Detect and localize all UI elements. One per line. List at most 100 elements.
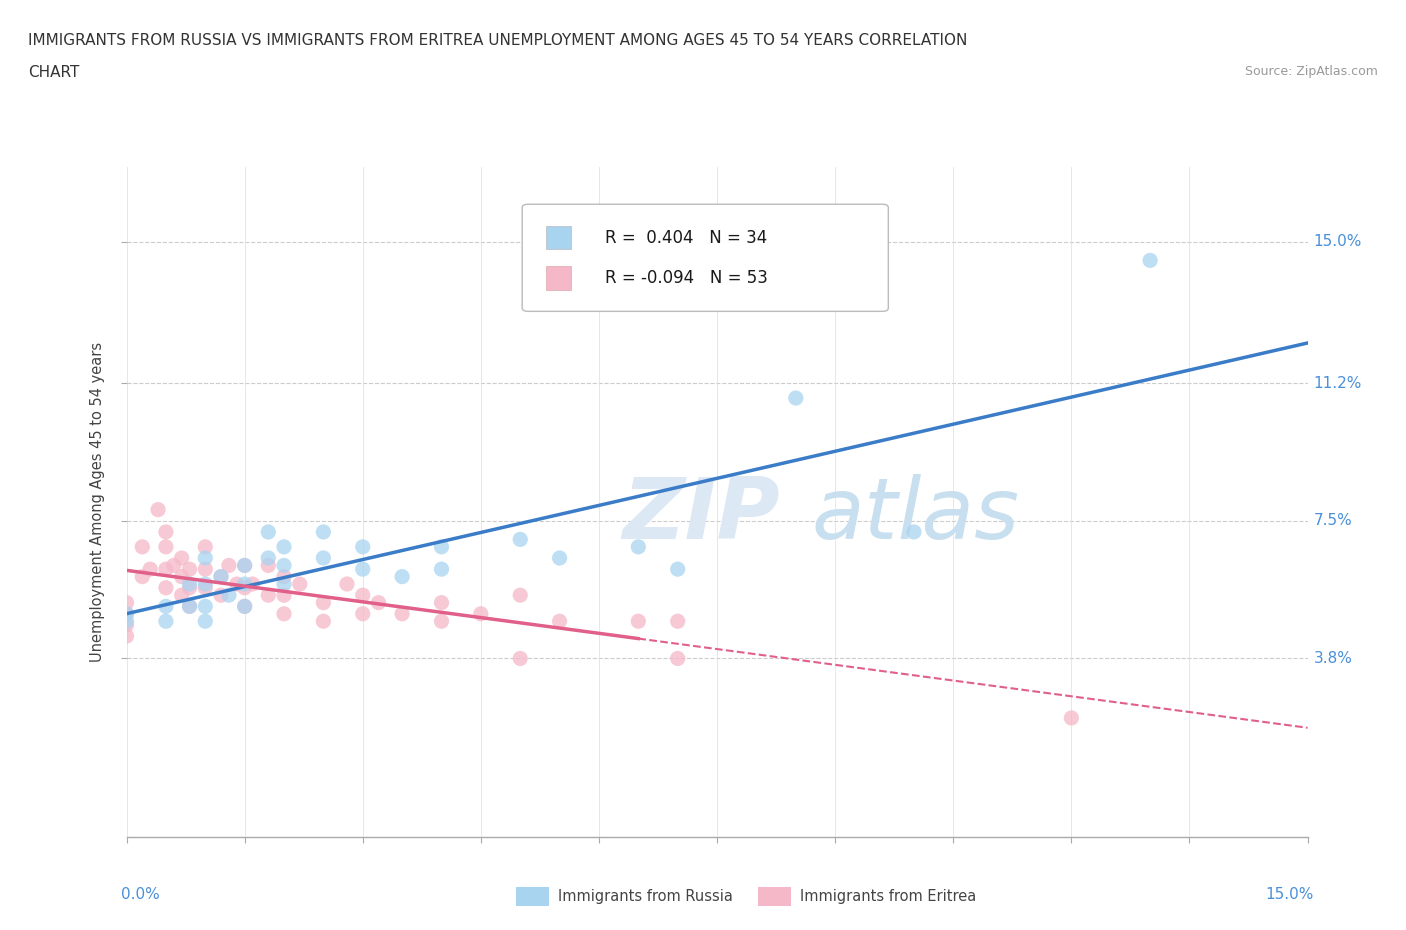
Point	[218, 588, 240, 603]
Text: CHART: CHART	[28, 65, 80, 80]
Point	[352, 606, 374, 621]
Bar	[546, 226, 571, 249]
Point	[155, 580, 177, 595]
Point	[666, 651, 689, 666]
Point	[336, 577, 359, 591]
Point	[509, 651, 531, 666]
Text: 0.0%: 0.0%	[121, 887, 159, 902]
Y-axis label: Unemployment Among Ages 45 to 54 years: Unemployment Among Ages 45 to 54 years	[90, 342, 105, 662]
Point	[155, 539, 177, 554]
Text: Immigrants from Eritrea: Immigrants from Eritrea	[800, 889, 976, 904]
Point	[179, 580, 201, 595]
Point	[367, 595, 389, 610]
Point	[352, 562, 374, 577]
Text: ZIP: ZIP	[623, 474, 780, 557]
Point	[131, 569, 153, 584]
Text: IMMIGRANTS FROM RUSSIA VS IMMIGRANTS FROM ERITREA UNEMPLOYMENT AMONG AGES 45 TO : IMMIGRANTS FROM RUSSIA VS IMMIGRANTS FRO…	[28, 33, 967, 47]
Point	[903, 525, 925, 539]
Point	[312, 614, 335, 629]
Text: Immigrants from Russia: Immigrants from Russia	[558, 889, 733, 904]
Point	[509, 588, 531, 603]
Point	[273, 588, 295, 603]
Point	[1060, 711, 1083, 725]
Point	[194, 599, 217, 614]
Point	[179, 599, 201, 614]
Point	[225, 577, 247, 591]
Point	[391, 569, 413, 584]
Point	[115, 595, 138, 610]
Point	[548, 551, 571, 565]
Point	[627, 614, 650, 629]
Point	[430, 539, 453, 554]
Point	[352, 588, 374, 603]
Text: atlas: atlas	[811, 474, 1019, 557]
Text: R = -0.094   N = 53: R = -0.094 N = 53	[605, 269, 768, 286]
Point	[209, 569, 232, 584]
Point	[273, 569, 295, 584]
Point	[115, 618, 138, 632]
Point	[233, 558, 256, 573]
Point	[257, 551, 280, 565]
Text: Source: ZipAtlas.com: Source: ZipAtlas.com	[1244, 65, 1378, 78]
Point	[170, 588, 193, 603]
Bar	[758, 887, 792, 906]
Point	[115, 606, 138, 621]
Point	[391, 606, 413, 621]
Point	[155, 599, 177, 614]
Point	[312, 525, 335, 539]
Text: R =  0.404   N = 34: R = 0.404 N = 34	[605, 229, 768, 246]
Point	[139, 562, 162, 577]
Point	[194, 614, 217, 629]
Point	[288, 577, 311, 591]
Point	[785, 391, 807, 405]
Point	[194, 539, 217, 554]
Point	[666, 562, 689, 577]
Point	[155, 614, 177, 629]
Point	[163, 558, 186, 573]
Text: 3.8%: 3.8%	[1313, 651, 1353, 666]
FancyBboxPatch shape	[522, 205, 889, 312]
Point	[509, 532, 531, 547]
Point	[115, 606, 138, 621]
Point	[257, 558, 280, 573]
Point	[170, 551, 193, 565]
Point	[131, 539, 153, 554]
Point	[233, 580, 256, 595]
Point	[273, 577, 295, 591]
Point	[257, 525, 280, 539]
Point	[179, 577, 201, 591]
Point	[179, 599, 201, 614]
Point	[430, 595, 453, 610]
Bar	[516, 887, 550, 906]
Point	[218, 558, 240, 573]
Point	[115, 614, 138, 629]
Point	[155, 562, 177, 577]
Point	[257, 588, 280, 603]
Point	[273, 539, 295, 554]
Point	[312, 551, 335, 565]
Point	[194, 562, 217, 577]
Point	[312, 595, 335, 610]
Text: 15.0%: 15.0%	[1265, 887, 1313, 902]
Point	[155, 525, 177, 539]
Point	[470, 606, 492, 621]
Point	[194, 580, 217, 595]
Point	[430, 614, 453, 629]
Point	[273, 606, 295, 621]
Point	[170, 569, 193, 584]
Point	[548, 614, 571, 629]
Bar	[546, 266, 571, 289]
Text: 11.2%: 11.2%	[1313, 376, 1362, 391]
Point	[209, 569, 232, 584]
Point	[115, 629, 138, 644]
Text: 15.0%: 15.0%	[1313, 234, 1362, 249]
Point	[233, 577, 256, 591]
Text: 7.5%: 7.5%	[1313, 513, 1353, 528]
Point	[1139, 253, 1161, 268]
Point	[233, 558, 256, 573]
Point	[627, 539, 650, 554]
Point	[146, 502, 169, 517]
Point	[194, 577, 217, 591]
Point	[666, 614, 689, 629]
Point	[273, 558, 295, 573]
